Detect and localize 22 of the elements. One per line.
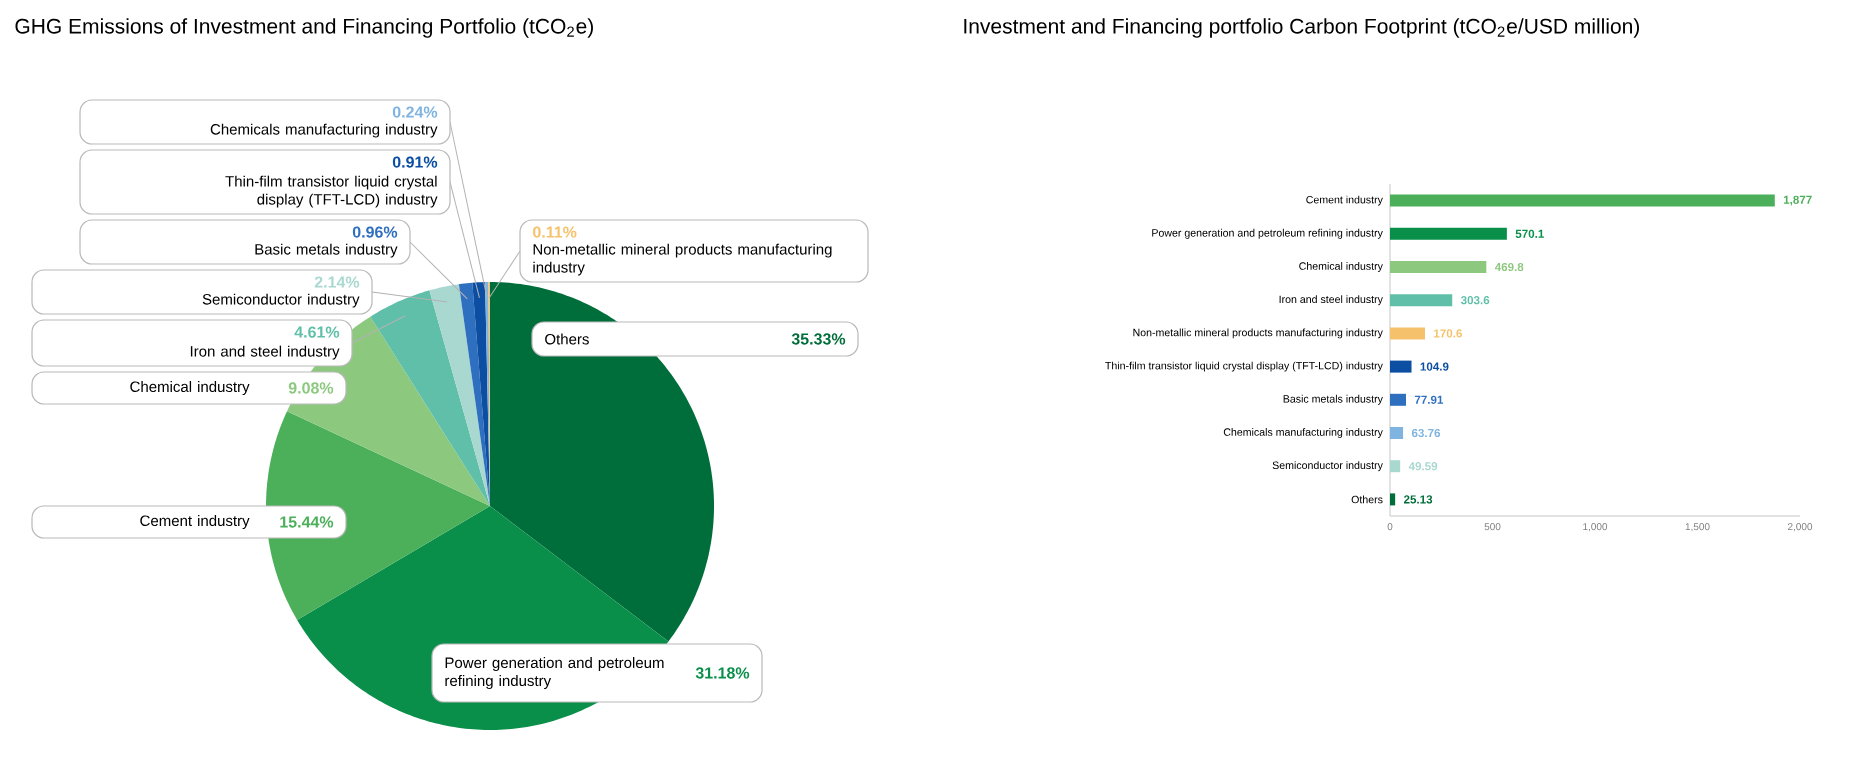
data-label: 0.11% — [533, 226, 577, 238]
bar — [1390, 327, 1425, 340]
bar — [1390, 227, 1507, 240]
bar — [1390, 393, 1406, 406]
bar — [1390, 493, 1396, 506]
data-label: 15.44% — [280, 516, 334, 528]
bar — [1390, 360, 1412, 373]
bar — [1390, 460, 1401, 473]
data-label: 35.33% — [791, 333, 846, 345]
bar — [1390, 427, 1404, 439]
data-label: 0.24% — [392, 106, 438, 118]
bar — [1390, 294, 1453, 307]
bar — [1390, 261, 1487, 273]
bar — [1390, 194, 1775, 207]
data-label: 31.18% — [695, 667, 750, 679]
data-label: 0.96% — [352, 226, 398, 238]
chart-title: Investment and Financing portfolio Carbon Footprint (tCO$_{2}$e/USD million) — [964, 18, 1640, 38]
data-label: 4.61% — [294, 326, 340, 338]
data-label: 9.08% — [288, 382, 334, 394]
chart-title: GHG Emissions of Investment and Financing Portfolio (tCO$_{2}$e) — [15, 18, 593, 38]
data-label: 2.14% — [314, 276, 360, 288]
data-label: 0.91% — [392, 156, 438, 168]
